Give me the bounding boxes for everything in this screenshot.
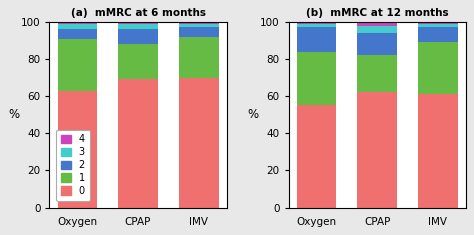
Y-axis label: %: % bbox=[9, 108, 19, 121]
Bar bbox=[118, 22, 158, 24]
Bar bbox=[179, 78, 219, 208]
Bar bbox=[297, 106, 336, 208]
Bar bbox=[418, 27, 457, 42]
Bar bbox=[57, 22, 97, 24]
Bar bbox=[297, 52, 336, 106]
Bar bbox=[297, 27, 336, 52]
Title: (b)  mMRC at 12 months: (b) mMRC at 12 months bbox=[306, 8, 448, 18]
Bar bbox=[357, 93, 397, 208]
Bar bbox=[57, 39, 97, 91]
Bar bbox=[179, 24, 219, 27]
Title: (a)  mMRC at 6 months: (a) mMRC at 6 months bbox=[71, 8, 206, 18]
Bar bbox=[357, 55, 397, 93]
Bar bbox=[357, 26, 397, 33]
Bar bbox=[118, 79, 158, 208]
Legend: 4, 3, 2, 1, 0: 4, 3, 2, 1, 0 bbox=[56, 129, 90, 201]
Bar bbox=[118, 29, 158, 44]
Bar bbox=[297, 22, 336, 24]
Bar bbox=[118, 44, 158, 79]
Bar bbox=[57, 29, 97, 39]
Bar bbox=[179, 37, 219, 78]
Bar bbox=[57, 24, 97, 29]
Bar bbox=[118, 24, 158, 29]
Y-axis label: %: % bbox=[247, 108, 258, 121]
Bar bbox=[418, 22, 457, 24]
Bar bbox=[418, 94, 457, 208]
Bar bbox=[297, 24, 336, 27]
Bar bbox=[179, 22, 219, 24]
Bar bbox=[357, 33, 397, 55]
Bar bbox=[357, 22, 397, 26]
Bar bbox=[418, 42, 457, 94]
Bar bbox=[179, 27, 219, 37]
Bar bbox=[57, 91, 97, 208]
Bar bbox=[418, 24, 457, 27]
